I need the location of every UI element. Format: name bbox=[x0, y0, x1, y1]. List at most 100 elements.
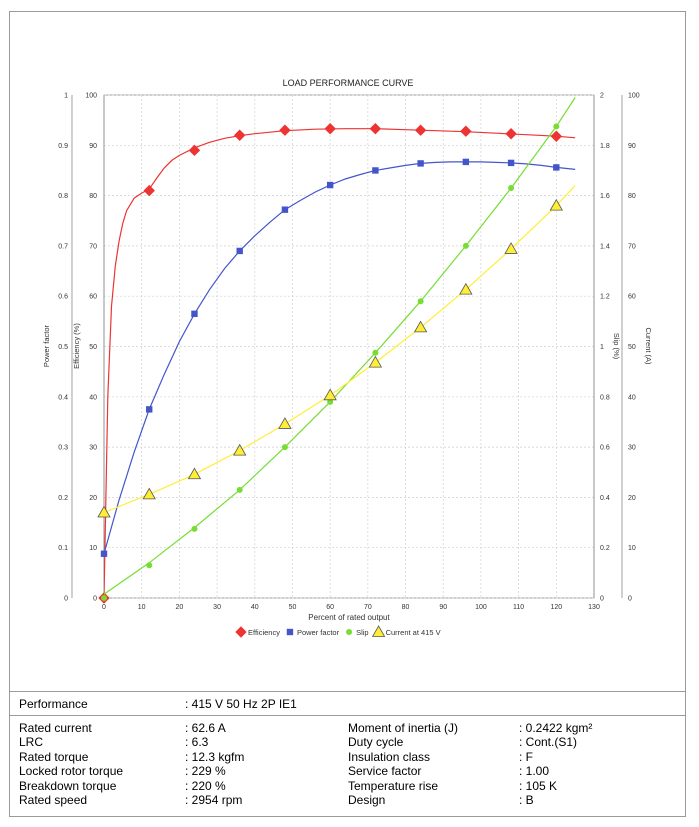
x-tick-label: 80 bbox=[402, 604, 410, 611]
power-factor-point bbox=[553, 164, 560, 171]
slip-tick-label: 0.8 bbox=[600, 394, 610, 401]
legend-marker-efficiency bbox=[235, 626, 247, 638]
x-tick-label: 30 bbox=[213, 604, 221, 611]
power-factor-point bbox=[100, 550, 108, 557]
spec-left-value: : 12.3 kgfm bbox=[185, 749, 245, 764]
slip-tick-label: 2 bbox=[600, 93, 604, 100]
current-axis-label: Current (A) bbox=[644, 327, 653, 365]
spec-right-label: Design bbox=[348, 793, 386, 807]
power-factor-tick-label: 0.8 bbox=[58, 193, 68, 200]
x-tick-label: 70 bbox=[364, 604, 372, 611]
current-tick-label: 0 bbox=[628, 596, 632, 603]
x-tick-label: 20 bbox=[175, 604, 183, 611]
power-factor-tick-label: 0.1 bbox=[58, 545, 68, 552]
spec-right-label: Insulation class bbox=[348, 749, 431, 764]
slip-tick-label: 0.2 bbox=[600, 545, 610, 552]
slip-point bbox=[508, 185, 515, 192]
power-factor-axis-label: Power factor bbox=[42, 324, 51, 367]
spec-right-value: : B bbox=[519, 793, 534, 807]
x-tick-label: 60 bbox=[326, 604, 334, 611]
power-factor-tick-label: 1 bbox=[64, 93, 68, 100]
efficiency-axis-label: Efficiency (%) bbox=[72, 323, 81, 369]
x-tick-label: 10 bbox=[138, 604, 146, 611]
spec-left-value: : 229 % bbox=[185, 764, 226, 779]
spec-left-value: : 62.6 A bbox=[185, 721, 226, 735]
power-factor-tick-label: 0.5 bbox=[58, 344, 68, 351]
efficiency-point bbox=[505, 128, 517, 140]
current-at-415-v-point bbox=[142, 487, 156, 500]
power-factor-point bbox=[146, 406, 153, 413]
x-tick-label: 110 bbox=[513, 604, 524, 611]
spec-right-label: Service factor bbox=[348, 764, 422, 779]
power-factor-point bbox=[191, 310, 198, 318]
slip-point bbox=[191, 525, 198, 532]
spec-right-label: Duty cycle bbox=[348, 735, 404, 750]
slip-line bbox=[104, 97, 576, 595]
x-axis-label: Percent of rated output bbox=[308, 613, 390, 622]
current-tick-label: 10 bbox=[628, 545, 636, 552]
x-tick-label: 50 bbox=[289, 604, 297, 611]
slip-point bbox=[372, 349, 379, 356]
spec-left-label: Breakdown torque bbox=[19, 778, 117, 793]
spec-right-value: : 1.00 bbox=[519, 764, 550, 779]
performance-row: Performance : 415 V 50 Hz 2P IE1 bbox=[10, 692, 685, 716]
spec-left-value: : 6.3 bbox=[185, 735, 209, 750]
power-factor-tick-label: 0.6 bbox=[58, 294, 68, 301]
current-at-415-v-point bbox=[278, 417, 292, 429]
efficiency-point bbox=[233, 129, 246, 141]
spec-right-label: Moment of inertia (J) bbox=[348, 721, 459, 735]
current-at-415-v-point bbox=[187, 467, 202, 480]
current-tick-label: 50 bbox=[628, 344, 636, 351]
current-tick-label: 20 bbox=[628, 495, 636, 502]
power-factor-line bbox=[104, 161, 576, 554]
power-factor-tick-label: 0.7 bbox=[58, 243, 68, 250]
slip-point bbox=[417, 298, 424, 305]
power-factor-point bbox=[372, 167, 379, 174]
slip-point bbox=[101, 595, 107, 601]
slip-point bbox=[462, 242, 469, 249]
efficiency-point bbox=[414, 124, 427, 136]
slip-tick-label: 0.4 bbox=[600, 495, 610, 502]
slip-point bbox=[146, 562, 153, 569]
slip-tick-label: 1 bbox=[600, 344, 604, 351]
current-at-415-v-point bbox=[368, 355, 383, 368]
slip-axis-label: Slip (%) bbox=[612, 333, 621, 360]
current-tick-label: 100 bbox=[628, 93, 640, 100]
power-factor-tick-label: 0.4 bbox=[58, 394, 68, 401]
power-factor-point bbox=[236, 247, 243, 255]
efficiency-point bbox=[143, 184, 155, 197]
power-factor-tick-label: 0.2 bbox=[58, 495, 68, 502]
legend-label-power-factor: Power factor bbox=[297, 628, 340, 637]
current-at-415-v-point bbox=[459, 282, 473, 295]
current-at-415-v-point bbox=[413, 320, 428, 333]
efficiency-tick-label: 100 bbox=[85, 93, 97, 100]
current-at-415-v-point bbox=[323, 388, 337, 401]
power-factor-point bbox=[507, 159, 515, 167]
efficiency-point bbox=[324, 122, 336, 135]
power-factor-tick-label: 0.9 bbox=[58, 143, 68, 150]
spec-left-value: : 2954 rpm bbox=[185, 793, 243, 807]
efficiency-point bbox=[188, 144, 201, 157]
current-at-415-v-point bbox=[97, 505, 111, 518]
efficiency-point bbox=[369, 122, 382, 135]
slip-tick-label: 1.2 bbox=[600, 294, 610, 301]
efficiency-point bbox=[550, 130, 563, 142]
current-at-415-v-point bbox=[549, 198, 563, 211]
legend-label-slip: Slip bbox=[356, 628, 369, 637]
spec-right-label: Temperature rise bbox=[348, 778, 439, 793]
efficiency-tick-label: 90 bbox=[89, 143, 97, 150]
current-at-415-v-point bbox=[233, 443, 247, 456]
chart-title: LOAD PERFORMANCE CURVE bbox=[283, 78, 414, 88]
efficiency-point bbox=[460, 125, 472, 137]
efficiency-tick-label: 80 bbox=[89, 193, 97, 200]
slip-point bbox=[327, 398, 334, 405]
power-factor-point bbox=[281, 206, 289, 213]
spec-left-value: : 220 % bbox=[185, 778, 226, 793]
x-tick-label: 120 bbox=[550, 604, 562, 611]
x-tick-label: 130 bbox=[588, 604, 600, 611]
spec-left-label: Rated current bbox=[19, 721, 92, 735]
spec-left-label: Rated speed bbox=[19, 793, 88, 807]
efficiency-tick-label: 60 bbox=[89, 294, 97, 301]
x-tick-label: 100 bbox=[475, 604, 487, 611]
power-factor-tick-label: 0 bbox=[64, 596, 68, 603]
